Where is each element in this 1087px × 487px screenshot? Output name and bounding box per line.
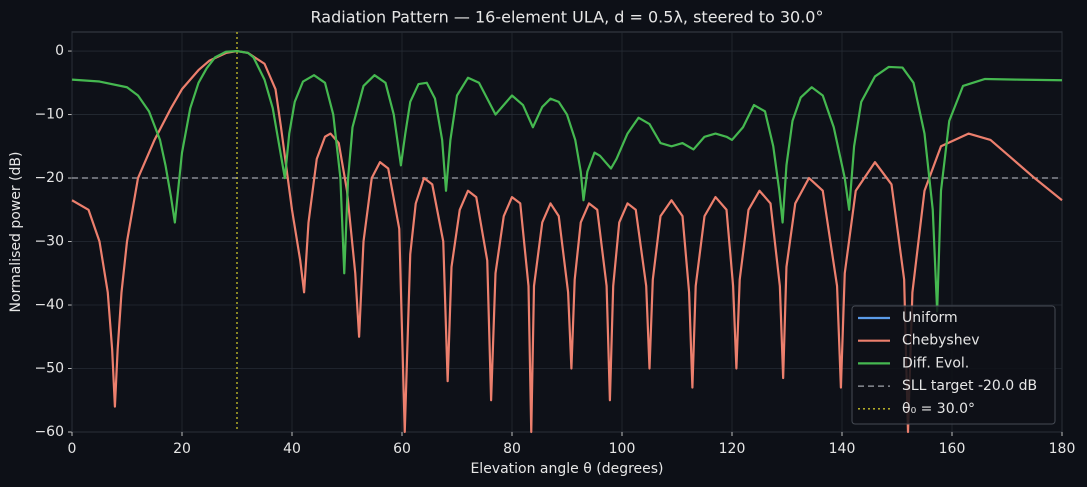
series-line [71,49,1063,434]
y-axis-label: Normalised power (dB) [8,152,24,313]
series-line [71,49,1063,313]
y-tick-label: −30 [34,234,64,250]
x-tick-label: 80 [503,441,521,457]
x-tick-label: 120 [719,441,746,457]
legend-box [851,305,1056,425]
x-axis-label: Elevation angle θ (degrees) [470,461,663,477]
chart-title: Radiation Pattern — 16-element ULA, d = … [311,8,824,27]
legend-label: SLL target -20.0 dB [902,378,1037,394]
legend: Uniform Chebyshev Diff. Evol. SLL target -2… [851,305,1056,425]
y-tick-label: −10 [34,107,64,123]
y-tick-label: −20 [34,170,64,186]
x-tick-label: 20 [173,441,191,457]
legend-label: Uniform [902,310,958,326]
x-tick-label: 160 [939,441,966,457]
x-tick-label: 0 [68,441,77,457]
x-tick-label: 40 [283,441,301,457]
x-tick-label: 180 [1049,441,1076,457]
legend-label: θ₀ = 30.0° [902,401,975,417]
y-tick-label: 0 [55,43,64,59]
x-tick-label: 60 [393,441,411,457]
legend-label: Chebyshev [902,333,980,349]
legend-label: Diff. Evol. [902,355,969,371]
x-tick-label: 100 [609,441,636,457]
y-tick-label: −50 [34,361,64,377]
y-tick-label: −40 [34,297,64,313]
x-tick-label: 140 [829,441,856,457]
y-tick-label: −60 [34,424,64,440]
